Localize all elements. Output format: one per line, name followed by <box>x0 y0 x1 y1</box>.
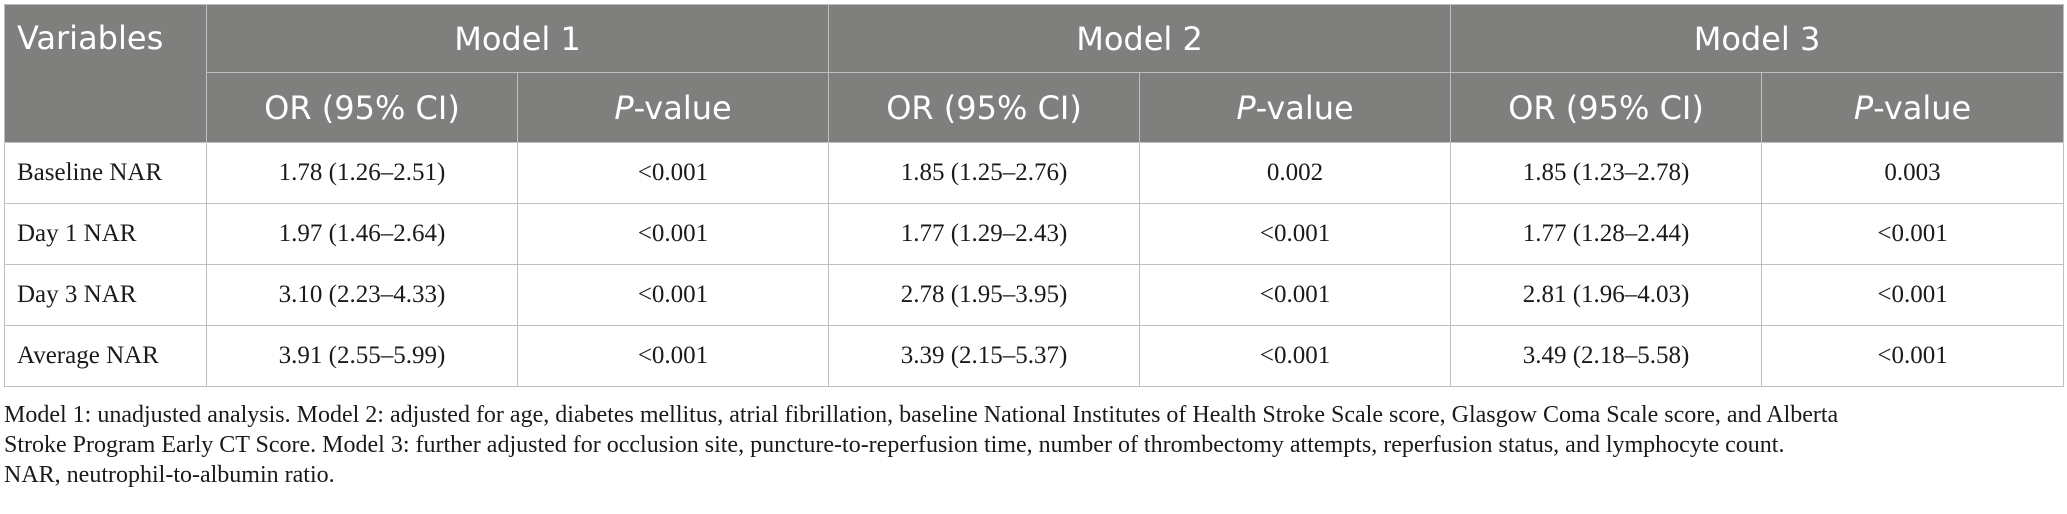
or-ci-cell: 1.77 (1.28–2.44) <box>1450 203 1763 265</box>
p-value-cell: <0.001 <box>1139 264 1452 326</box>
or-ci-cell: 3.49 (2.18–5.58) <box>1450 325 1763 387</box>
table-row: Average NAR 3.91 (2.55–5.99) <0.001 3.39… <box>4 325 2065 387</box>
header-p-value: P-value <box>516 72 830 143</box>
p-value-cell: <0.001 <box>1761 325 2065 387</box>
footnote-line: Model 1: unadjusted analysis. Model 2: a… <box>4 402 1839 428</box>
or-ci-cell: 1.85 (1.23–2.78) <box>1450 142 1763 204</box>
or-ci-cell: 1.77 (1.29–2.43) <box>828 203 1141 265</box>
or-ci-cell: 2.81 (1.96–4.03) <box>1450 264 1763 326</box>
or-ci-cell: 3.10 (2.23–4.33) <box>206 264 518 326</box>
row-label: Average NAR <box>4 325 207 387</box>
p-value-cell: <0.001 <box>516 264 830 326</box>
p-value-cell: <0.001 <box>1761 264 2065 326</box>
header-model-1: Model 1 <box>205 4 830 73</box>
or-ci-cell: 1.97 (1.46–2.64) <box>206 203 518 265</box>
p-value-cell: <0.001 <box>1139 325 1452 387</box>
or-ci-cell: 2.78 (1.95–3.95) <box>828 264 1141 326</box>
p-value-cell: <0.001 <box>516 142 830 204</box>
row-label: Day 1 NAR <box>4 203 207 265</box>
header-p-value: P-value <box>1139 72 1452 143</box>
p-value-cell: <0.001 <box>516 325 830 387</box>
header-or-ci: OR (95% CI) <box>1450 72 1763 143</box>
p-value-cell: <0.001 <box>1761 203 2065 265</box>
or-ci-cell: 1.78 (1.26–2.51) <box>206 142 518 204</box>
header-variables: Variables <box>4 4 207 143</box>
or-ci-cell: 3.91 (2.55–5.99) <box>206 325 518 387</box>
footnote-line: Stroke Program Early CT Score. Model 3: … <box>4 432 1785 458</box>
or-ci-cell: 3.39 (2.15–5.37) <box>828 325 1141 387</box>
header-p-value: P-value <box>1761 72 2065 143</box>
p-value-cell: 0.002 <box>1139 142 1452 204</box>
p-value-cell: <0.001 <box>516 203 830 265</box>
table-body: Baseline NAR 1.78 (1.26–2.51) <0.001 1.8… <box>4 142 2065 387</box>
results-table: Variables Model 1 Model 2 Model 3 OR (95… <box>4 4 2065 387</box>
p-value-cell: <0.001 <box>1139 203 1452 265</box>
table-header: Variables Model 1 Model 2 Model 3 OR (95… <box>4 4 2065 143</box>
p-value-cell: 0.003 <box>1761 142 2065 204</box>
header-model-2: Model 2 <box>828 4 1452 73</box>
row-label: Baseline NAR <box>4 142 207 204</box>
or-ci-cell: 1.85 (1.25–2.76) <box>828 142 1141 204</box>
header-or-ci: OR (95% CI) <box>206 72 518 143</box>
table-row: Day 1 NAR 1.97 (1.46–2.64) <0.001 1.77 (… <box>4 203 2065 265</box>
header-or-ci: OR (95% CI) <box>828 72 1141 143</box>
header-model-3: Model 3 <box>1450 4 2065 73</box>
table-footnote: Model 1: unadjusted analysis. Model 2: a… <box>4 400 2034 490</box>
table-row: Day 3 NAR 3.10 (2.23–4.33) <0.001 2.78 (… <box>4 264 2065 326</box>
table-row: Baseline NAR 1.78 (1.26–2.51) <0.001 1.8… <box>4 142 2065 204</box>
footnote-line: NAR, neutrophil-to-albumin ratio. <box>4 462 335 488</box>
row-label: Day 3 NAR <box>4 264 207 326</box>
results-table-container: Variables Model 1 Model 2 Model 3 OR (95… <box>4 4 2065 387</box>
